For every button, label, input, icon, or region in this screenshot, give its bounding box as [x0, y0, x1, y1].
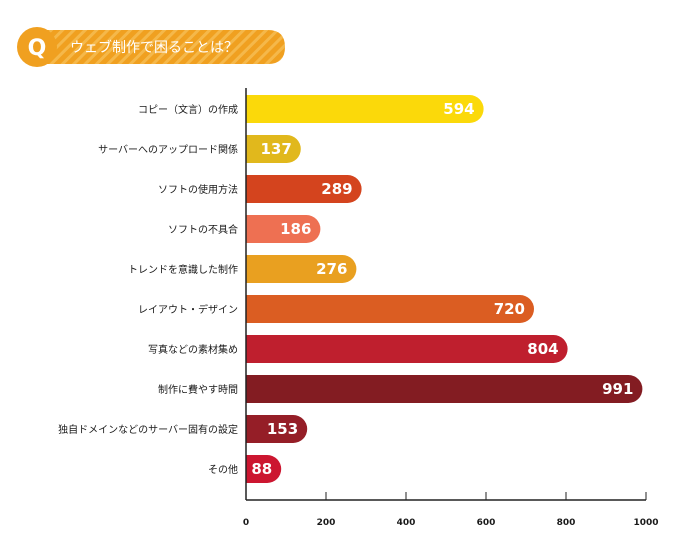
- title-badge: Q ウェブ制作で困ることは？: [17, 27, 285, 67]
- bar-value-label: 88: [251, 460, 272, 478]
- category-label: レイアウト・デザイン: [138, 303, 238, 316]
- bars: 594 コピー（文言）の作成 137 サーバーへのアップロード関係 289 ソフトの使用方…: [58, 95, 643, 483]
- bar: [246, 455, 282, 483]
- bar-value-label: 594: [443, 100, 474, 118]
- category-label: 制作に費やす時間: [158, 383, 238, 396]
- x-tick-label: 800: [557, 518, 576, 528]
- category-label: 独自ドメインなどのサーバー固有の設定: [58, 423, 238, 436]
- bar: [246, 335, 568, 363]
- q-letter: Q: [28, 36, 47, 61]
- category-label: ソフトの不具合: [168, 223, 238, 236]
- bar-value-label: 804: [527, 340, 558, 358]
- bar-value-label: 289: [321, 180, 352, 198]
- bar-value-label: 137: [260, 140, 291, 158]
- category-label: サーバーへのアップロード関係: [98, 144, 238, 156]
- bar: [246, 135, 301, 163]
- bar: [246, 95, 484, 123]
- chart-title: ウェブ制作で困ることは？: [70, 39, 238, 56]
- category-label: 写真などの素材集め: [148, 343, 238, 356]
- x-tick-label: 600: [477, 518, 496, 528]
- bar: [246, 375, 643, 403]
- x-tick-label: 0: [243, 518, 249, 528]
- x-tick-label: 1000: [633, 518, 658, 528]
- x-tick-label: 200: [317, 518, 336, 528]
- bar: [246, 175, 362, 203]
- bar-value-label: 276: [316, 260, 347, 278]
- category-label: コピー（文言）の作成: [138, 103, 238, 116]
- bar-value-label: 720: [494, 300, 525, 318]
- x-tick-label: 400: [397, 518, 416, 528]
- bar: [246, 255, 357, 283]
- bar-value-label: 186: [280, 220, 311, 238]
- bar: [246, 415, 308, 443]
- bar-value-label: 153: [267, 420, 298, 438]
- category-label: トレンドを意識した制作: [128, 263, 238, 276]
- x-axis: 0 200 400 600 800 1000: [243, 88, 659, 528]
- bar: [246, 215, 321, 243]
- q-badge-circle: [17, 27, 57, 67]
- category-label: ソフトの使用方法: [158, 183, 238, 196]
- bar-value-label: 991: [602, 380, 633, 398]
- category-label: その他: [208, 463, 238, 476]
- title-banner: [40, 30, 285, 64]
- bar: [246, 295, 534, 323]
